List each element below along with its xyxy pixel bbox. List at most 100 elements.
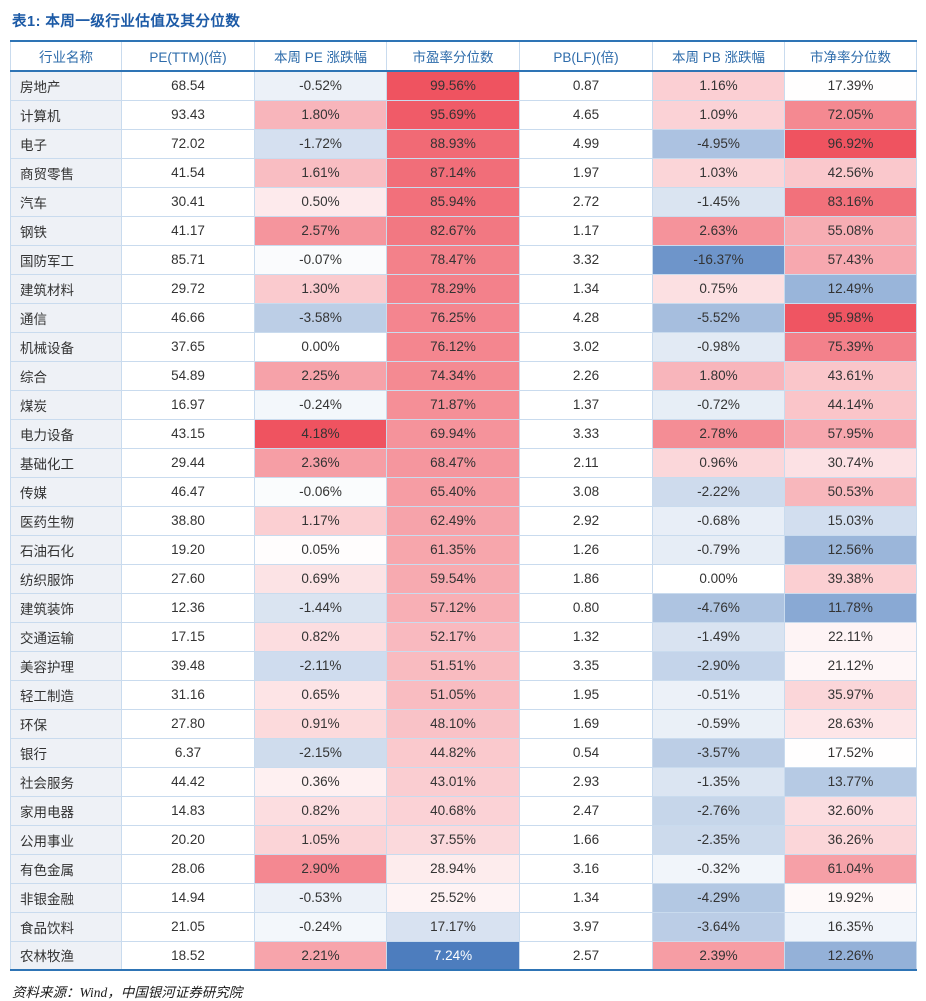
pe-change-cell: 2.36% [254,447,387,478]
pb-cell: 0.87 [519,70,653,101]
pe-percentile-cell: 57.12% [386,592,520,623]
pe-change-cell: 0.36% [254,766,387,797]
pb-percentile-cell: 72.05% [784,99,917,130]
table-row: 煤炭 16.97 -0.24% 71.87% 1.37 -0.72% 44.14% [10,389,917,420]
pe-percentile-cell: 82.67% [386,215,520,246]
pe-percentile-cell: 74.34% [386,360,520,391]
industry-cell: 轻工制造 [10,679,122,710]
pe-cell: 43.15 [121,418,255,449]
pe-percentile-cell: 48.10% [386,708,520,739]
pe-cell: 44.42 [121,766,255,797]
industry-cell: 公用事业 [10,824,122,855]
pb-cell: 1.86 [519,563,653,594]
pe-cell: 18.52 [121,940,255,971]
pb-change-cell: 0.96% [652,447,785,478]
pe-change-cell: -0.52% [254,70,387,101]
pe-cell: 46.47 [121,476,255,507]
col-header-pb-percentile: 市净率分位数 [784,40,917,72]
pe-cell: 31.16 [121,679,255,710]
pb-change-cell: -1.35% [652,766,785,797]
pb-change-cell: -16.37% [652,244,785,275]
table-row: 电子 72.02 -1.72% 88.93% 4.99 -4.95% 96.92% [10,128,917,159]
table-row: 纺织服饰 27.60 0.69% 59.54% 1.86 0.00% 39.38% [10,563,917,594]
pe-cell: 19.20 [121,534,255,565]
source-note: 资料来源：Wind，中国银河证券研究院 [12,985,243,1000]
pe-change-cell: 0.00% [254,331,387,362]
industry-cell: 传媒 [10,476,122,507]
pb-change-cell: -3.64% [652,911,785,942]
pe-change-cell: 0.65% [254,679,387,710]
pe-change-cell: 4.18% [254,418,387,449]
pb-change-cell: -0.79% [652,534,785,565]
pb-change-cell: -2.76% [652,795,785,826]
industry-cell: 煤炭 [10,389,122,420]
pb-cell: 4.28 [519,302,653,333]
pe-percentile-cell: 40.68% [386,795,520,826]
pe-cell: 21.05 [121,911,255,942]
industry-cell: 建筑装饰 [10,592,122,623]
pb-cell: 3.16 [519,853,653,884]
pe-change-cell: 1.61% [254,157,387,188]
pe-cell: 14.83 [121,795,255,826]
table-row: 机械设备 37.65 0.00% 76.12% 3.02 -0.98% 75.39% [10,331,917,362]
table-row: 环保 27.80 0.91% 48.10% 1.69 -0.59% 28.63% [10,708,917,739]
pb-percentile-cell: 57.43% [784,244,917,275]
pe-percentile-cell: 87.14% [386,157,520,188]
pb-cell: 1.26 [519,534,653,565]
pe-percentile-cell: 28.94% [386,853,520,884]
table-row: 基础化工 29.44 2.36% 68.47% 2.11 0.96% 30.74% [10,447,917,478]
pb-change-cell: 1.80% [652,360,785,391]
pb-cell: 3.08 [519,476,653,507]
pb-percentile-cell: 17.52% [784,737,917,768]
pb-cell: 3.32 [519,244,653,275]
pb-percentile-cell: 44.14% [784,389,917,420]
table-row: 房地产 68.54 -0.52% 99.56% 0.87 1.16% 17.39% [10,70,917,101]
industry-cell: 美容护理 [10,650,122,681]
pe-percentile-cell: 76.12% [386,331,520,362]
pb-percentile-cell: 16.35% [784,911,917,942]
pb-change-cell: 1.03% [652,157,785,188]
pe-change-cell: -0.53% [254,882,387,913]
pe-change-cell: -0.06% [254,476,387,507]
pb-percentile-cell: 50.53% [784,476,917,507]
pb-cell: 2.72 [519,186,653,217]
pb-percentile-cell: 21.12% [784,650,917,681]
industry-cell: 钢铁 [10,215,122,246]
pe-change-cell: 2.25% [254,360,387,391]
pb-cell: 1.34 [519,273,653,304]
pe-percentile-cell: 44.82% [386,737,520,768]
pb-change-cell: -0.51% [652,679,785,710]
pb-percentile-cell: 13.77% [784,766,917,797]
pb-cell: 1.37 [519,389,653,420]
pe-change-cell: 0.82% [254,795,387,826]
table-row: 家用电器 14.83 0.82% 40.68% 2.47 -2.76% 32.60% [10,795,917,826]
pb-cell: 2.93 [519,766,653,797]
pb-cell: 2.92 [519,505,653,536]
pe-percentile-cell: 62.49% [386,505,520,536]
industry-cell: 交通运输 [10,621,122,652]
pe-cell: 30.41 [121,186,255,217]
pb-change-cell: -4.76% [652,592,785,623]
pb-percentile-cell: 96.92% [784,128,917,159]
pb-percentile-cell: 11.78% [784,592,917,623]
pe-cell: 27.80 [121,708,255,739]
industry-cell: 农林牧渔 [10,940,122,971]
pb-percentile-cell: 19.92% [784,882,917,913]
pe-cell: 39.48 [121,650,255,681]
pe-percentile-cell: 52.17% [386,621,520,652]
pe-percentile-cell: 78.29% [386,273,520,304]
pb-change-cell: -1.49% [652,621,785,652]
col-header-pe: PE(TTM)(倍) [121,40,255,72]
pb-cell: 2.26 [519,360,653,391]
pb-change-cell: -0.72% [652,389,785,420]
pb-change-cell: -3.57% [652,737,785,768]
pe-change-cell: 2.90% [254,853,387,884]
pe-percentile-cell: 78.47% [386,244,520,275]
pe-change-cell: -2.15% [254,737,387,768]
pe-cell: 6.37 [121,737,255,768]
pe-cell: 14.94 [121,882,255,913]
pb-cell: 1.95 [519,679,653,710]
table-row: 汽车 30.41 0.50% 85.94% 2.72 -1.45% 83.16% [10,186,917,217]
pb-percentile-cell: 55.08% [784,215,917,246]
